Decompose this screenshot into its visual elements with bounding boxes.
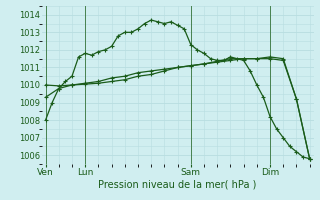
X-axis label: Pression niveau de la mer( hPa ): Pression niveau de la mer( hPa )	[99, 180, 257, 190]
